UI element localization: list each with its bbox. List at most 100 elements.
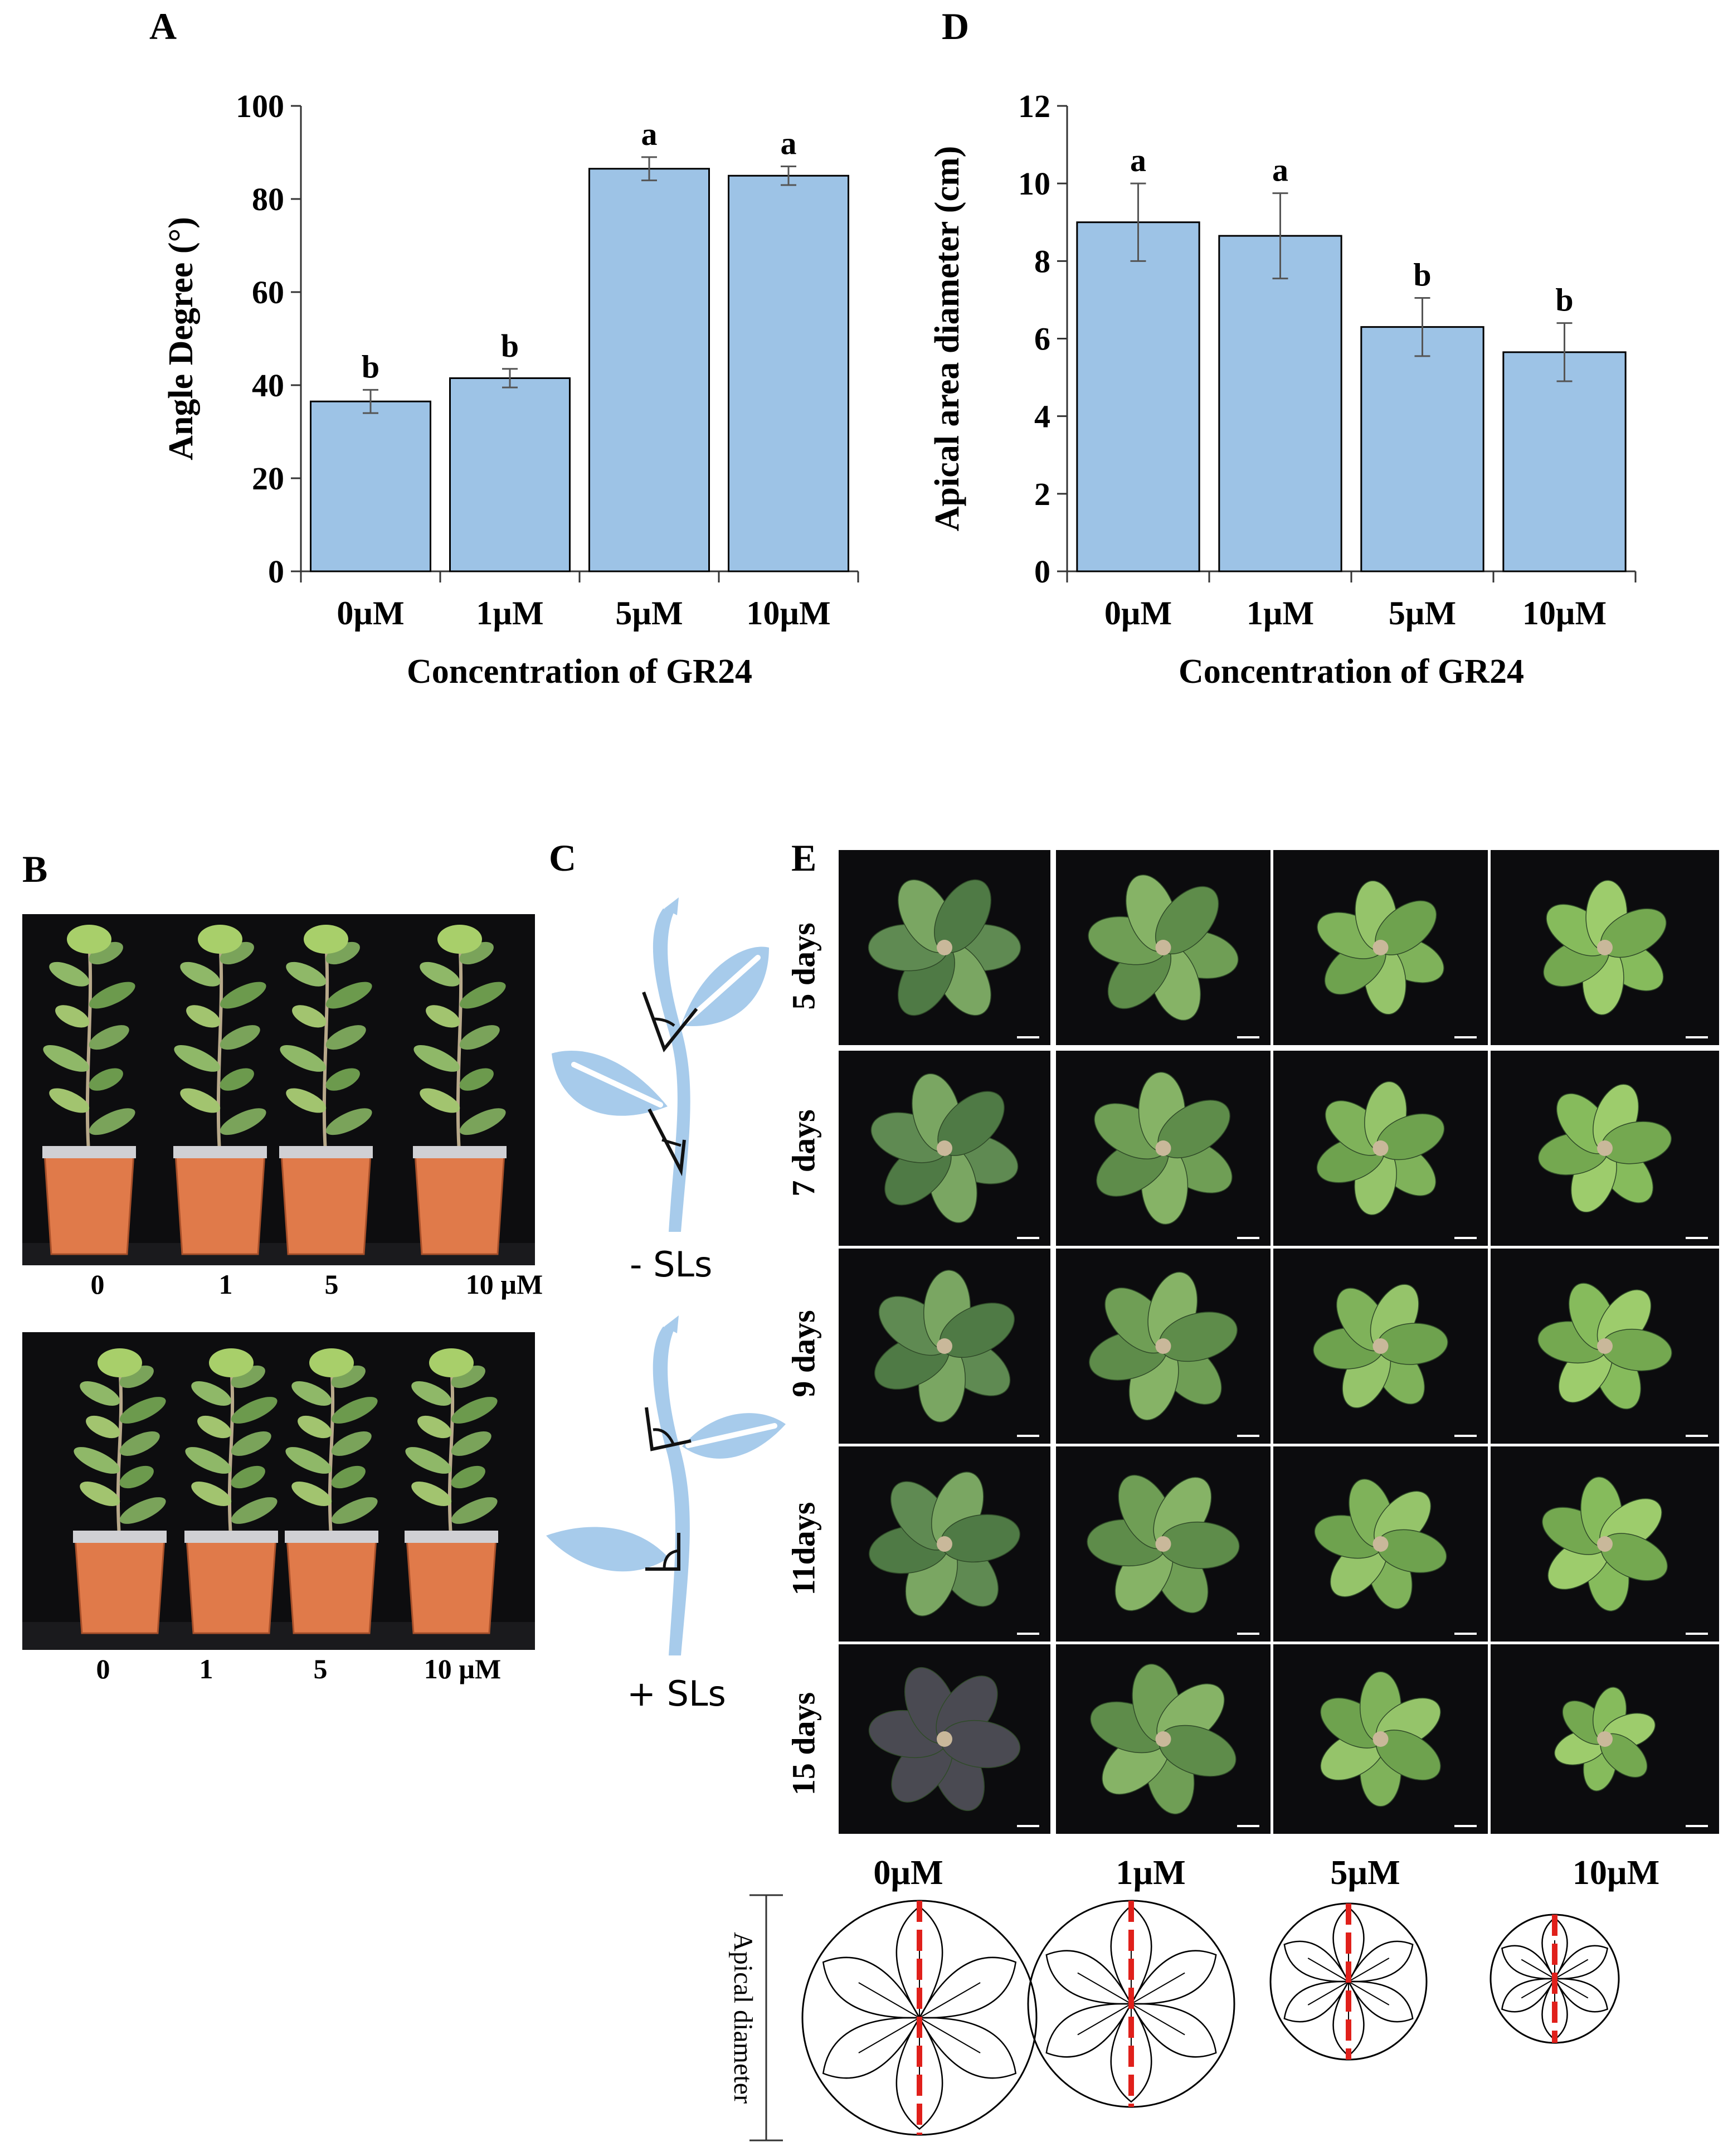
chart-d-bar-3 [1502,351,1627,572]
panel-letter-e: E [791,837,817,879]
b-top-label-1: 1 [218,1269,233,1300]
chart-a-angle-degree: 0 20 40 60 80 100 b 0µM b 1µM a 5µM a 10µM Concentrati… [162,88,859,691]
chart-a-bar-0 [310,400,431,572]
schematic-minus-sls [552,897,769,1232]
panel-letter-b: B [22,848,48,890]
chart-a-xlabel: Concentration of GR24 [407,653,752,691]
e-conc-label-1: 1µM [1116,1854,1186,1892]
rosette-photo-r1-c2 [1273,1051,1488,1246]
chart-d-ytick-label-1: 2 [1034,476,1050,512]
rosette-photo-r0-c0 [839,850,1050,1045]
chart-d-ytick-label-4: 8 [1034,243,1050,279]
rosette-photo-r3-c2 [1273,1446,1488,1642]
b-top-seedling-1 [173,925,267,1255]
rosette-photo-r1-c3 [1491,1051,1719,1246]
rosette-photo-r0-c1 [1056,850,1271,1045]
chart-a-bar-1 [449,377,571,572]
chart-a-ytick-label-3: 60 [252,274,284,310]
apical-diameter-bracket: Apical diameter [728,1894,783,2142]
plant-photo-minus-sls-drawing [22,925,535,1265]
chart-d-category-label-3: 10µM [1522,595,1607,632]
chart-d-bar-2 [1360,326,1484,572]
day-label-7: 7 days [785,1109,822,1197]
chart-a-bar-3 [728,174,849,572]
chart-d-ytick-label-3: 6 [1034,321,1050,357]
chart-a-ytick-label-2: 40 [252,367,284,404]
e-conc-label-0: 0µM [873,1854,943,1892]
chart-d-significance-2: b [1413,256,1431,293]
chart-a-significance-3: a [781,125,797,162]
chart-d-ytick-label-5: 10 [1018,166,1050,202]
b-top-pot-2 [280,1153,372,1255]
b-bottom-seedling-0 [73,1348,167,1634]
chart-d-ytick-label-0: 0 [1034,553,1050,590]
chart-d-significance-1: a [1272,152,1288,188]
rosette-photo-r0-c3 [1491,850,1719,1045]
b-bottom-label-0: 0 [96,1653,110,1684]
b-top-label-0: 0 [90,1269,105,1300]
rosette-photo-r1-c0 [839,1051,1050,1246]
b-bottom-seedling-2 [285,1348,378,1634]
chart-a-ytick-label-1: 20 [252,460,284,497]
b-bottom-pot-3 [406,1537,497,1634]
b-top-pot-3 [414,1153,505,1255]
chart-a-ytick-label-0: 0 [268,553,284,590]
apical-diameter-label: Apical diameter [728,1932,758,2104]
plant-photo-plus-sls-drawing [22,1348,535,1650]
rosette-photo-r2-c1 [1056,1249,1271,1444]
b-bottom-pot-2 [286,1537,377,1634]
chart-d-apical-diameter: 0 2 4 6 8 10 12 a 0µM a 1µM b 5µM b 10µM Concentration … [928,88,1637,691]
b-bottom-seedling-1 [184,1348,278,1634]
rosette-photo-r4-c1 [1056,1644,1271,1834]
chart-d-significance-3: b [1555,282,1573,318]
chart-d-significance-0: a [1130,142,1146,178]
b-bottom-seedling-3 [405,1348,498,1634]
chart-a-ytick-label-4: 80 [252,181,284,217]
rosette-photo-grid [839,850,1719,1845]
rosette-photo-r2-c0 [839,1249,1050,1444]
chart-d-ytick-label-2: 4 [1034,399,1050,435]
panel-letter-d: D [942,5,970,47]
day-label-15: 15 days [785,1692,822,1796]
chart-a-category-label-3: 10µM [746,595,830,632]
chart-a-category-label-0: 0µM [337,595,404,632]
rosette-photo-r2-c3 [1491,1249,1719,1444]
e-conc-label-5: 5µM [1330,1854,1400,1892]
chart-a-bar-2 [588,168,710,572]
chart-a-significance-1: b [501,328,519,364]
panel-letter-c: C [549,837,577,879]
panel-letter-a: A [149,5,177,47]
day-label-5: 5 days [785,922,822,1010]
chart-a-category-label-1: 1µM [476,595,543,632]
chart-d-bar-0 [1076,221,1200,572]
rosette-photo-r4-c3 [1491,1644,1719,1834]
b-top-label-10: 10 µM [465,1269,543,1300]
plant-photo-minus-sls [22,914,535,1265]
rosette-diagram-2 [1269,1902,1428,2061]
rosette-photo-r3-c3 [1491,1446,1719,1642]
b-top-pot-1 [174,1153,266,1255]
chart-d-category-label-1: 1µM [1247,595,1314,632]
b-top-pot-0 [43,1153,135,1255]
rosette-photo-r4-c0 [839,1644,1050,1834]
chart-a-ylabel: Angle Degree (°) [162,217,200,460]
chart-d-ylabel: Apical area diameter (cm) [928,146,966,532]
minus-sls-label: - SLs [630,1244,712,1285]
rosette-photo-r4-c2 [1273,1644,1488,1834]
rosette-photo-r3-c1 [1056,1446,1271,1642]
rosette-diagram-0 [801,1900,1038,2136]
day-label-9: 9 days [785,1310,822,1397]
rosette-photo-r1-c1 [1056,1051,1271,1246]
chart-a-category-label-2: 5µM [615,595,683,632]
b-bottom-label-1: 1 [199,1653,213,1684]
rosette-diagram-1 [1027,1900,1235,2108]
b-bottom-label-10: 10 µM [424,1653,502,1684]
rosette-diagrams [801,1900,1620,2136]
b-bottom-pot-0 [74,1537,166,1634]
b-bottom-pot-1 [186,1537,277,1634]
plant-photo-plus-sls [22,1332,535,1650]
chart-a-ytick-label-5: 100 [236,88,284,124]
e-conc-label-10: 10µM [1572,1854,1660,1892]
day-label-11: 11days [785,1502,822,1596]
b-top-seedling-0 [42,925,136,1255]
